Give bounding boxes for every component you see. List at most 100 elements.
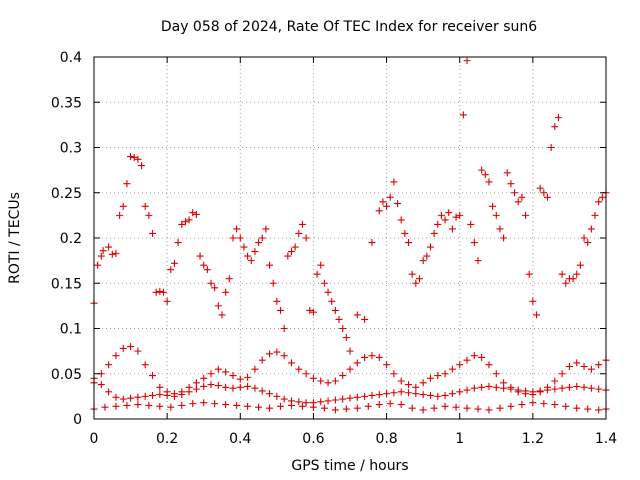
data-point <box>551 385 559 393</box>
data-point <box>339 372 347 380</box>
data-point <box>342 405 350 413</box>
grid-lines <box>94 57 606 419</box>
data-point <box>130 153 138 161</box>
data-point <box>214 365 222 373</box>
data-point <box>353 359 361 367</box>
data-point <box>94 261 102 269</box>
data-point <box>441 216 449 224</box>
data-point <box>200 261 208 269</box>
data-point <box>463 404 471 412</box>
data-point <box>324 288 332 296</box>
y-tick-label: 0.3 <box>60 141 82 157</box>
data-point <box>258 387 266 395</box>
data-point <box>386 400 394 408</box>
data-point <box>522 211 530 219</box>
data-point <box>145 401 153 409</box>
data-point <box>138 162 146 170</box>
data-point <box>448 390 456 398</box>
data-point <box>383 202 391 210</box>
data-point <box>123 401 131 409</box>
data-point <box>514 388 522 396</box>
data-point <box>156 402 164 410</box>
y-tick-labels: 0 0.05 0.1 0.15 0.2 0.25 0.3 0.35 0.4 <box>51 50 82 428</box>
data-point <box>368 239 376 247</box>
data-point <box>529 297 537 305</box>
data-point <box>280 395 288 403</box>
y-tick-label: 0 <box>73 412 82 428</box>
data-point <box>185 383 193 391</box>
data-point <box>481 171 489 179</box>
data-point <box>287 248 295 256</box>
data-point <box>273 348 281 356</box>
data-point <box>116 211 124 219</box>
data-point <box>426 243 434 251</box>
data-point <box>178 220 186 228</box>
data-point <box>434 392 442 400</box>
data-point <box>244 252 252 260</box>
data-point <box>313 270 321 278</box>
data-point <box>573 270 581 278</box>
data-point <box>419 379 427 387</box>
data-point <box>170 259 178 267</box>
data-point <box>236 234 244 242</box>
data-point <box>346 347 354 355</box>
data-point <box>218 311 226 319</box>
data-point <box>105 388 113 396</box>
data-point <box>244 373 252 381</box>
data-point <box>317 377 325 385</box>
data-point <box>236 375 244 383</box>
data-point <box>156 383 164 391</box>
data-point <box>375 353 383 361</box>
data-point <box>383 361 391 369</box>
x-tick-label: 1 <box>455 431 464 447</box>
data-point <box>214 382 222 390</box>
data-point <box>309 399 317 407</box>
data-point <box>298 220 306 228</box>
data-point <box>514 198 522 206</box>
data-point <box>119 395 127 403</box>
data-point <box>134 393 142 401</box>
data-point <box>536 388 544 396</box>
data-point <box>587 365 595 373</box>
data-point <box>405 239 413 247</box>
series-upper-scatter <box>90 57 610 355</box>
data-point <box>247 257 255 265</box>
data-point <box>174 239 182 247</box>
data-point <box>397 388 405 396</box>
data-point <box>342 334 350 342</box>
data-point <box>547 144 555 151</box>
data-point <box>558 270 566 278</box>
data-point <box>112 352 120 360</box>
data-point <box>101 403 109 411</box>
data-point <box>441 402 449 410</box>
chart-title: Day 058 of 2024, Rate Of TEC Index for r… <box>161 19 537 35</box>
data-point <box>408 404 416 412</box>
data-point <box>112 249 120 257</box>
data-point <box>353 311 361 319</box>
y-tick-label: 0.15 <box>51 276 82 292</box>
data-point <box>591 211 599 219</box>
data-point <box>211 400 219 408</box>
data-point <box>412 383 420 391</box>
data-point <box>284 252 292 260</box>
y-tick-label: 0.35 <box>51 95 82 111</box>
data-point <box>189 209 197 217</box>
data-point <box>415 275 423 283</box>
data-point <box>306 306 314 314</box>
y-tick-label: 0.4 <box>60 50 82 66</box>
data-point <box>562 402 570 410</box>
data-point <box>222 383 230 391</box>
data-point <box>485 406 493 414</box>
data-point <box>533 311 541 319</box>
data-point <box>200 374 208 382</box>
data-point <box>105 243 113 251</box>
data-point <box>229 234 237 242</box>
data-point <box>149 372 157 380</box>
x-tick-label: 1.2 <box>522 431 544 447</box>
data-point <box>269 279 277 287</box>
data-point <box>222 368 230 376</box>
data-point <box>149 391 157 399</box>
data-point <box>456 388 464 396</box>
data-point <box>317 261 325 269</box>
data-point <box>280 352 288 360</box>
